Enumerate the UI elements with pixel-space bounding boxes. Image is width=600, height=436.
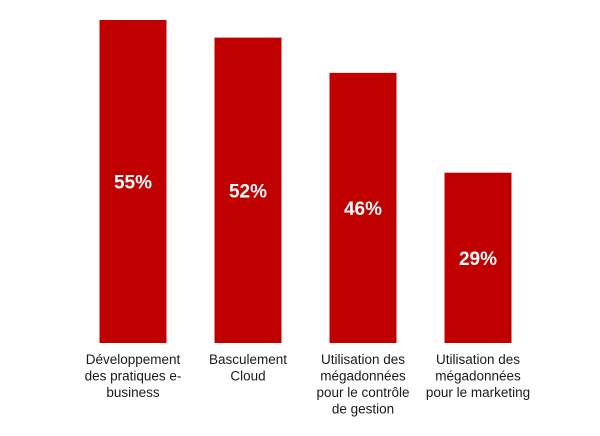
bar-value-label-4: 29% — [459, 249, 497, 270]
bar-1 — [99, 20, 167, 343]
category-label-2: Basculement Cloud — [209, 352, 287, 384]
bar-value-label-2: 52% — [229, 181, 267, 202]
bar-value-label-1: 55% — [114, 173, 152, 194]
bar-4 — [444, 172, 512, 343]
category-label-4: Utilisation des mégadonnées pour le market… — [426, 352, 530, 400]
bar-3 — [329, 72, 397, 343]
category-label-3: Utilisation des mégadonnées pour le contrô… — [316, 352, 409, 417]
bar-value-label-3: 46% — [344, 199, 382, 220]
category-label-1: Développement des pratiques e-business — [85, 352, 182, 400]
bar-2 — [214, 37, 282, 343]
